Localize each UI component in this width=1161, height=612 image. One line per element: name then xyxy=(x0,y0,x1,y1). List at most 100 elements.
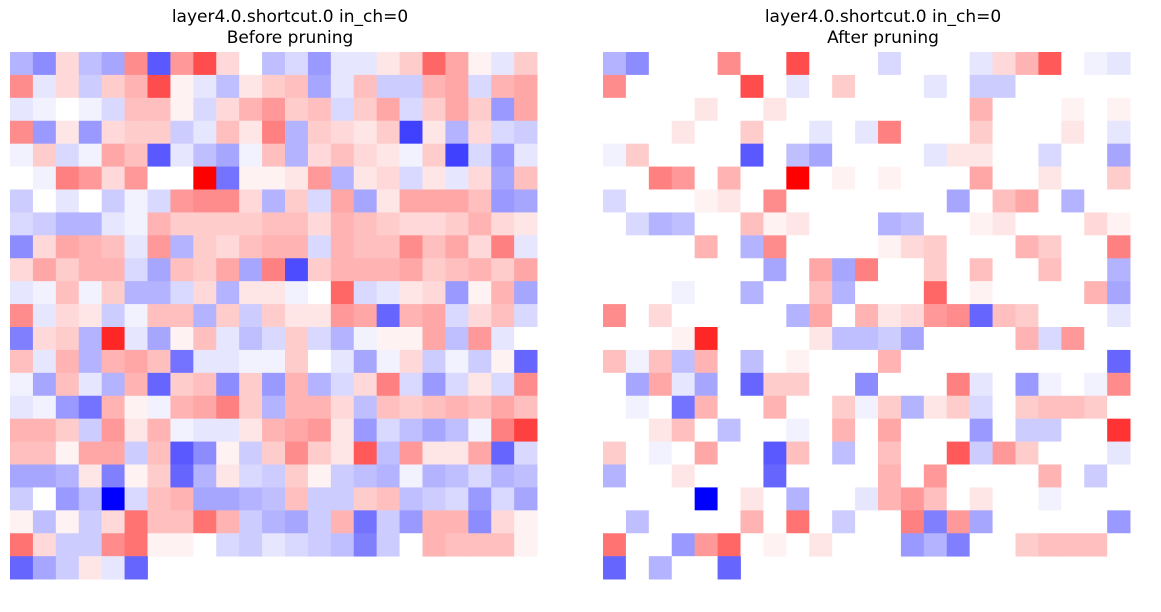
heatmap-cell xyxy=(625,556,650,580)
heatmap-cell xyxy=(992,395,1016,420)
heatmap-cell xyxy=(262,510,286,534)
heatmap-cell xyxy=(648,52,673,76)
heatmap-cell xyxy=(78,441,103,465)
heatmap-cell xyxy=(740,395,764,420)
heatmap-cell xyxy=(717,327,741,351)
heatmap-cell xyxy=(1015,372,1039,397)
heatmap-cell xyxy=(603,120,627,145)
heatmap-cell xyxy=(855,327,879,351)
heatmap-cell xyxy=(969,304,993,328)
heatmap-cell xyxy=(468,510,492,534)
heatmap-cell xyxy=(78,487,103,511)
heatmap-cell xyxy=(625,327,650,351)
heatmap-cell xyxy=(422,166,446,190)
heatmap-cell xyxy=(878,235,902,259)
heatmap-cell xyxy=(923,166,948,190)
heatmap-cell xyxy=(491,143,515,167)
heatmap-cell xyxy=(694,120,718,145)
heatmap-cell xyxy=(285,143,309,167)
heatmap-cell xyxy=(855,533,879,557)
heatmap-cell xyxy=(786,281,810,305)
heatmap-cell xyxy=(1061,258,1085,282)
heatmap-cell xyxy=(969,281,993,305)
heatmap-cell xyxy=(717,487,741,511)
heatmap-cell xyxy=(671,189,696,213)
heatmap-cell xyxy=(239,281,263,305)
heatmap-cell xyxy=(422,235,446,259)
heatmap-cell xyxy=(969,143,993,167)
heatmap-cell xyxy=(603,556,627,580)
heatmap-cell xyxy=(946,487,971,511)
heatmap-cell xyxy=(353,235,378,259)
heatmap-cell xyxy=(193,258,217,282)
heatmap-cell xyxy=(648,143,673,167)
heatmap-cell xyxy=(786,120,810,145)
heatmap-cell xyxy=(307,281,332,305)
heatmap-cell xyxy=(809,52,833,76)
heatmap-cell xyxy=(468,533,492,557)
heatmap-cell xyxy=(32,52,57,76)
heatmap-cell xyxy=(491,372,515,397)
heatmap-cell xyxy=(239,395,263,420)
heatmap-cell xyxy=(694,304,718,328)
heatmap-cell xyxy=(1015,120,1039,145)
heatmap-cell xyxy=(969,349,993,374)
heatmap-cell xyxy=(285,418,309,442)
heatmap-cell xyxy=(32,556,57,580)
heatmap-cell xyxy=(10,556,34,580)
heatmap-cell xyxy=(603,487,627,511)
heatmap-cell xyxy=(239,372,263,397)
heatmap-cell xyxy=(468,304,492,328)
heatmap-cell xyxy=(239,533,263,557)
heatmap-cell xyxy=(101,258,125,282)
heatmap-cell xyxy=(330,327,355,351)
heatmap-cell xyxy=(694,166,718,190)
heatmap-cell xyxy=(399,74,423,99)
heatmap-cell xyxy=(468,418,492,442)
heatmap-cell xyxy=(786,327,810,351)
heatmap-cell xyxy=(147,212,171,236)
heatmap-cell xyxy=(832,464,856,488)
heatmap-cell xyxy=(832,327,856,351)
heatmap-cell xyxy=(786,212,810,236)
heatmap-cell xyxy=(422,143,446,167)
heatmap-cell xyxy=(307,327,332,351)
heatmap-cell xyxy=(1061,441,1085,465)
heatmap-cell xyxy=(193,304,217,328)
heatmap-cell xyxy=(878,189,902,213)
heatmap-cell xyxy=(10,212,34,236)
heatmap-cell xyxy=(32,166,57,190)
heatmap-cell xyxy=(101,395,125,420)
heatmap-cell xyxy=(399,304,423,328)
heatmap-cell xyxy=(262,533,286,557)
heatmap-cell xyxy=(353,304,378,328)
heatmap-cell xyxy=(763,533,787,557)
heatmap-cell xyxy=(78,189,103,213)
heatmap-cell xyxy=(376,441,400,465)
heatmap-cell xyxy=(101,120,125,145)
heatmap-cell xyxy=(923,258,948,282)
heatmap-cell xyxy=(1061,464,1085,488)
heatmap-cell xyxy=(147,97,171,122)
heatmap-cell xyxy=(671,97,696,122)
heatmap-cell xyxy=(1015,510,1039,534)
heatmap-cell xyxy=(671,166,696,190)
heatmap-cell xyxy=(445,235,469,259)
heatmap-cell xyxy=(216,327,240,351)
heatmap-cell xyxy=(10,418,34,442)
heatmap-cell xyxy=(625,281,650,305)
heatmap-cell xyxy=(855,212,879,236)
heatmap-cell xyxy=(969,120,993,145)
heatmap-cell xyxy=(671,143,696,167)
heatmap-cell xyxy=(740,533,764,557)
heatmap-cell xyxy=(969,258,993,282)
heatmap-cell xyxy=(1061,395,1085,420)
heatmap-cell xyxy=(307,533,332,557)
heatmap-cell xyxy=(900,74,925,99)
heatmap-cell xyxy=(147,464,171,488)
heatmap-cell xyxy=(78,120,103,145)
heatmap-cell xyxy=(878,418,902,442)
heatmap-cell xyxy=(832,143,856,167)
heatmap-cell xyxy=(124,510,148,534)
heatmap-cell xyxy=(786,349,810,374)
